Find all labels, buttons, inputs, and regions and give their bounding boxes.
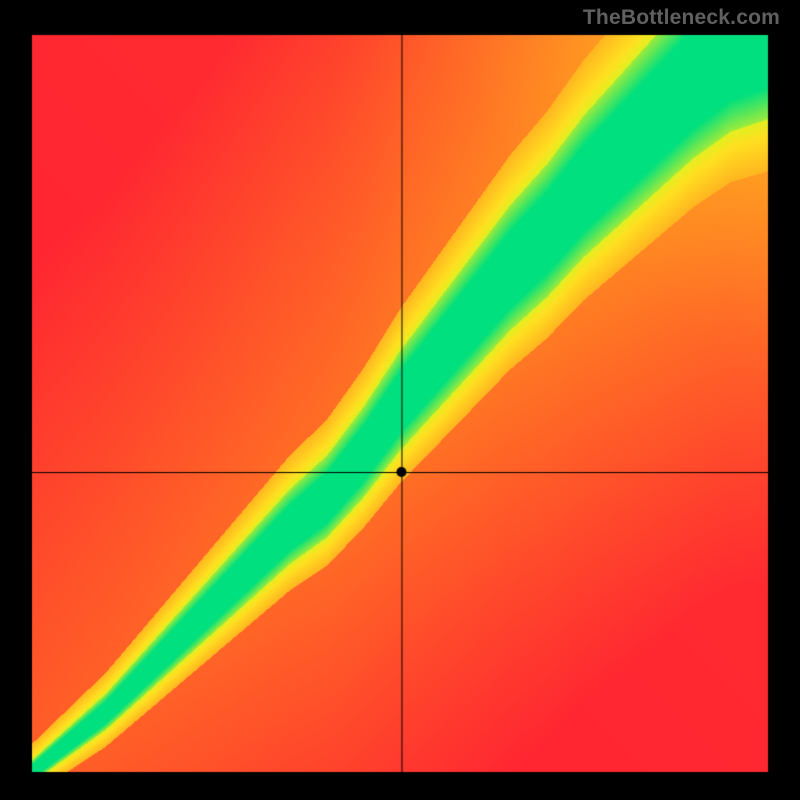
watermark-text: TheBottleneck.com bbox=[583, 6, 780, 30]
heatmap-canvas bbox=[0, 0, 800, 800]
chart-container: TheBottleneck.com bbox=[0, 0, 800, 800]
